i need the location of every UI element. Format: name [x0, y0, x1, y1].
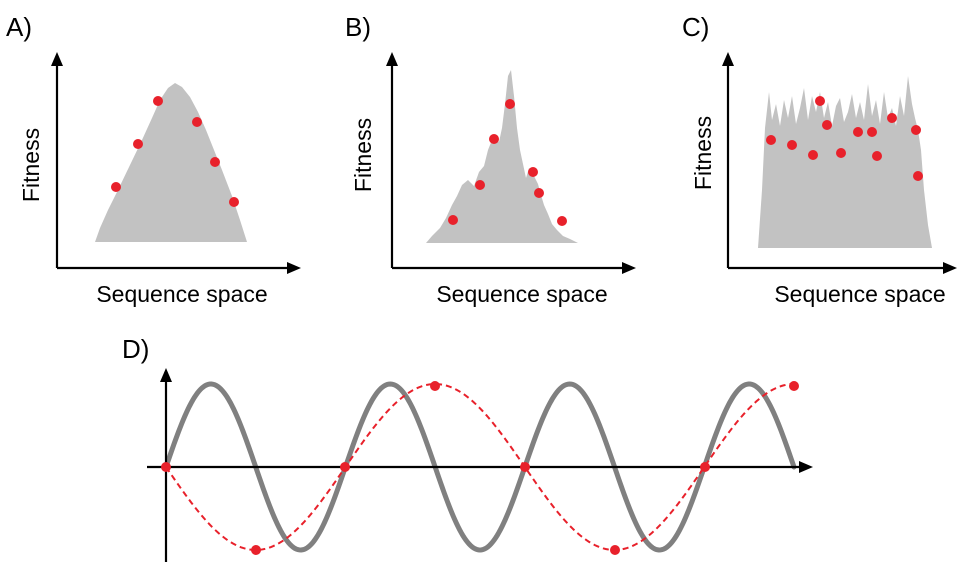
panel-b-point — [505, 99, 515, 109]
panel-c-point — [808, 150, 818, 160]
panel-a-point — [111, 182, 121, 192]
panel-b-point — [528, 167, 538, 177]
panel-c: C) Fitness Sequence space — [682, 12, 957, 307]
panel-a-point — [133, 139, 143, 149]
panel-b-point — [448, 215, 458, 225]
panel-d: D) — [122, 334, 813, 562]
panel-a-x-arrow — [287, 262, 301, 274]
panel-a-landscape — [95, 83, 247, 242]
panel-c-ylabel: Fitness — [690, 116, 716, 190]
panel-d-point — [430, 381, 440, 391]
panel-c-x-arrow — [943, 262, 957, 274]
panel-b-landscape — [426, 70, 578, 243]
panel-b-xlabel: Sequence space — [436, 281, 607, 307]
panel-b-x-arrow — [622, 262, 636, 274]
panel-b-ylabel: Fitness — [350, 118, 376, 192]
panel-c-point — [815, 96, 825, 106]
panel-d-point — [520, 462, 530, 472]
panel-c-point — [887, 113, 897, 123]
panel-d-points — [161, 381, 799, 555]
panel-c-point — [822, 120, 832, 130]
panel-a-letter: A) — [6, 12, 32, 42]
panel-b-point — [489, 134, 499, 144]
panel-d-point — [789, 381, 799, 391]
panel-d-point — [161, 462, 171, 472]
panel-d-point — [340, 462, 350, 472]
panel-a-point — [210, 157, 220, 167]
panel-a-ylabel: Fitness — [18, 128, 44, 202]
panel-b-point — [475, 180, 485, 190]
panel-c-point — [911, 125, 921, 135]
panel-c-point — [872, 151, 882, 161]
panel-b-points — [448, 99, 567, 226]
panel-c-point — [853, 127, 863, 137]
panel-a-point — [192, 117, 202, 127]
panel-d-point — [251, 545, 261, 555]
panel-a-points — [111, 96, 239, 207]
panel-c-point — [766, 135, 776, 145]
panel-a: A) Fitness Sequence space — [6, 12, 301, 307]
panel-d-y-arrow — [160, 368, 172, 382]
panel-b-letter: B) — [345, 12, 371, 42]
panel-c-point — [913, 171, 923, 181]
panel-c-point — [867, 127, 877, 137]
panel-b: B) Fitness Sequence space — [345, 12, 636, 307]
panel-a-y-arrow — [51, 52, 63, 66]
panel-d-sampled-wave — [165, 383, 795, 552]
panel-d-x-arrow — [799, 461, 813, 473]
panel-c-y-arrow — [722, 52, 734, 66]
panel-d-point — [610, 545, 620, 555]
panel-b-point — [557, 216, 567, 226]
panel-c-landscape — [758, 76, 932, 248]
panel-c-letter: C) — [682, 12, 709, 42]
panel-c-point — [836, 148, 846, 158]
panel-b-point — [534, 188, 544, 198]
panel-c-points — [766, 96, 923, 181]
panel-a-point — [229, 197, 239, 207]
panel-c-xlabel: Sequence space — [774, 281, 945, 307]
panel-d-sine-wave — [163, 381, 797, 553]
panel-b-y-arrow — [386, 52, 398, 66]
panel-d-point — [700, 462, 710, 472]
panel-c-point — [787, 140, 797, 150]
panel-d-letter: D) — [122, 334, 149, 364]
panel-a-point — [153, 96, 163, 106]
panel-a-xlabel: Sequence space — [96, 281, 267, 307]
